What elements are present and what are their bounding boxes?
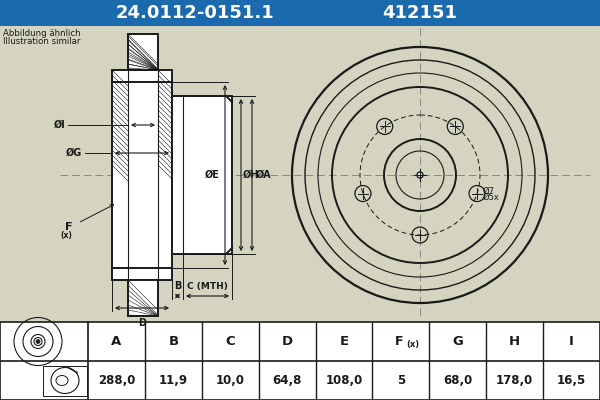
Text: ØH: ØH bbox=[243, 170, 259, 180]
Text: (x): (x) bbox=[60, 231, 72, 240]
Text: ØE: ØE bbox=[205, 170, 220, 180]
Text: 178,0: 178,0 bbox=[496, 374, 533, 387]
Ellipse shape bbox=[51, 368, 79, 394]
Text: 24.0112-0151.1: 24.0112-0151.1 bbox=[116, 4, 274, 22]
Circle shape bbox=[36, 340, 40, 344]
Bar bbox=[172, 96, 232, 254]
Text: 68,0: 68,0 bbox=[443, 374, 472, 387]
Text: C: C bbox=[226, 335, 235, 348]
Bar bbox=[0, 0, 600, 26]
Text: ØI: ØI bbox=[54, 120, 66, 130]
Text: E: E bbox=[340, 335, 349, 348]
Bar bbox=[128, 280, 158, 316]
Circle shape bbox=[417, 172, 423, 178]
Bar bbox=[43, 366, 87, 396]
Text: 64,8: 64,8 bbox=[272, 374, 302, 387]
Text: Ø5x: Ø5x bbox=[482, 192, 499, 202]
Ellipse shape bbox=[56, 376, 68, 386]
Text: D: D bbox=[138, 318, 146, 328]
Text: F: F bbox=[395, 335, 403, 348]
Text: F: F bbox=[65, 222, 72, 232]
Text: 11,9: 11,9 bbox=[159, 374, 188, 387]
Text: 5: 5 bbox=[397, 374, 405, 387]
Text: Illustration similar: Illustration similar bbox=[3, 37, 80, 46]
Text: 10,0: 10,0 bbox=[216, 374, 245, 387]
Text: H: H bbox=[509, 335, 520, 348]
Text: 412151: 412151 bbox=[383, 4, 458, 22]
Text: (x): (x) bbox=[406, 340, 419, 349]
Text: 288,0: 288,0 bbox=[98, 374, 135, 387]
Circle shape bbox=[34, 338, 42, 346]
Text: B: B bbox=[168, 335, 178, 348]
Text: ØA: ØA bbox=[256, 170, 272, 180]
Bar bbox=[0, 322, 600, 400]
Text: I: I bbox=[569, 335, 574, 348]
Text: 16,5: 16,5 bbox=[557, 374, 586, 387]
Bar bbox=[112, 70, 172, 280]
Text: C (MTH): C (MTH) bbox=[187, 282, 228, 291]
Text: 108,0: 108,0 bbox=[325, 374, 362, 387]
Text: ØG: ØG bbox=[66, 148, 82, 158]
Text: D: D bbox=[281, 335, 293, 348]
Text: A: A bbox=[112, 335, 122, 348]
Text: Abbildung ähnlich: Abbildung ähnlich bbox=[3, 29, 80, 38]
Text: G: G bbox=[452, 335, 463, 348]
Bar bbox=[128, 34, 158, 70]
Text: Ø7: Ø7 bbox=[482, 186, 494, 196]
Text: B: B bbox=[174, 281, 181, 291]
